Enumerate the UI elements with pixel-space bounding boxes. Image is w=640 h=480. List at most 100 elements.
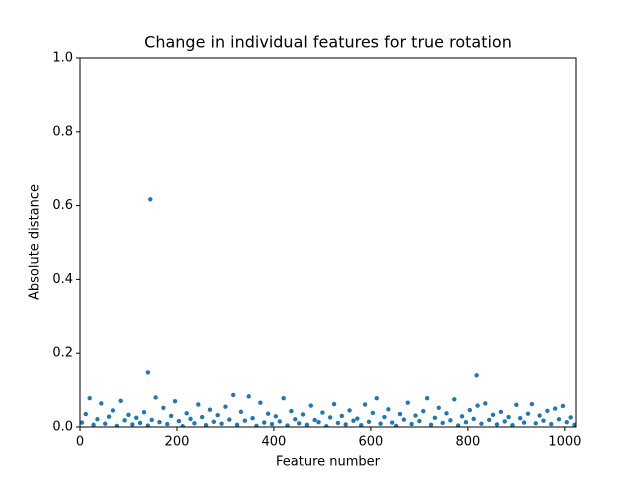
point bbox=[87, 396, 92, 401]
point bbox=[444, 411, 449, 416]
x-tick-label: 200 bbox=[165, 435, 190, 450]
point bbox=[91, 422, 96, 427]
point bbox=[572, 422, 576, 427]
point bbox=[308, 403, 313, 408]
point bbox=[130, 422, 135, 427]
point bbox=[180, 424, 185, 427]
point bbox=[165, 421, 170, 427]
point bbox=[514, 402, 519, 408]
point bbox=[246, 394, 251, 399]
point bbox=[188, 416, 193, 422]
point bbox=[219, 421, 224, 426]
point bbox=[545, 408, 550, 413]
point bbox=[145, 370, 151, 375]
point bbox=[397, 411, 403, 417]
point bbox=[126, 412, 131, 418]
point bbox=[494, 422, 500, 427]
point bbox=[157, 420, 162, 425]
y-tick-label: 0.2 bbox=[52, 346, 73, 361]
point bbox=[114, 423, 120, 427]
point bbox=[564, 420, 569, 425]
point bbox=[312, 417, 317, 423]
point bbox=[401, 417, 407, 422]
point bbox=[327, 415, 333, 420]
point bbox=[331, 401, 337, 407]
point bbox=[421, 408, 426, 414]
point bbox=[386, 407, 391, 412]
point bbox=[296, 421, 302, 426]
point bbox=[231, 392, 236, 398]
y-tick-label: 0.8 bbox=[52, 124, 73, 139]
point bbox=[148, 197, 153, 202]
point bbox=[281, 396, 286, 401]
point bbox=[537, 413, 542, 418]
point bbox=[242, 418, 248, 423]
point bbox=[145, 423, 151, 427]
y-tick-label: 0.4 bbox=[52, 272, 73, 287]
point bbox=[137, 420, 143, 426]
point bbox=[168, 413, 174, 419]
point bbox=[549, 421, 554, 427]
point bbox=[355, 416, 360, 421]
point bbox=[238, 409, 244, 415]
point bbox=[452, 397, 457, 402]
point bbox=[374, 396, 379, 401]
point bbox=[405, 400, 410, 405]
point bbox=[378, 421, 383, 426]
point bbox=[541, 418, 546, 423]
point bbox=[347, 408, 352, 413]
point bbox=[467, 407, 473, 413]
point bbox=[390, 420, 395, 425]
y-tick-label: 0.6 bbox=[52, 198, 73, 213]
point bbox=[436, 405, 441, 411]
point bbox=[487, 417, 492, 423]
point bbox=[83, 411, 89, 417]
point bbox=[370, 410, 376, 416]
point bbox=[417, 418, 422, 424]
point bbox=[560, 403, 566, 409]
point bbox=[471, 416, 476, 422]
point bbox=[502, 419, 507, 424]
point bbox=[110, 408, 116, 413]
point bbox=[506, 414, 511, 420]
point bbox=[568, 415, 573, 420]
point bbox=[428, 422, 434, 427]
point bbox=[99, 401, 104, 406]
point bbox=[223, 404, 228, 409]
point bbox=[250, 415, 255, 421]
point bbox=[483, 401, 488, 406]
point bbox=[304, 422, 310, 427]
point bbox=[289, 408, 294, 414]
point bbox=[262, 420, 267, 425]
x-tick-label: 1000 bbox=[548, 435, 581, 450]
point bbox=[529, 401, 535, 407]
point bbox=[459, 414, 465, 419]
point bbox=[277, 419, 282, 424]
point bbox=[161, 405, 166, 411]
point bbox=[521, 420, 527, 425]
point bbox=[207, 407, 213, 412]
point bbox=[448, 418, 453, 423]
point bbox=[320, 410, 325, 415]
y-tick-label: 0.0 bbox=[52, 420, 73, 435]
point bbox=[474, 373, 479, 378]
point bbox=[211, 419, 217, 425]
point bbox=[510, 422, 515, 427]
x-tick-label: 600 bbox=[358, 435, 383, 450]
x-axis-label: Feature number bbox=[276, 455, 381, 470]
point bbox=[440, 420, 445, 426]
point bbox=[134, 415, 139, 420]
point bbox=[351, 418, 356, 423]
point bbox=[103, 421, 108, 426]
point bbox=[490, 412, 496, 418]
point bbox=[95, 417, 100, 422]
point bbox=[258, 400, 263, 405]
point bbox=[254, 423, 259, 427]
point bbox=[455, 423, 461, 427]
point bbox=[343, 422, 348, 427]
point bbox=[413, 413, 418, 418]
point bbox=[215, 412, 220, 418]
x-tick-label: 400 bbox=[262, 435, 287, 450]
point bbox=[227, 417, 232, 422]
